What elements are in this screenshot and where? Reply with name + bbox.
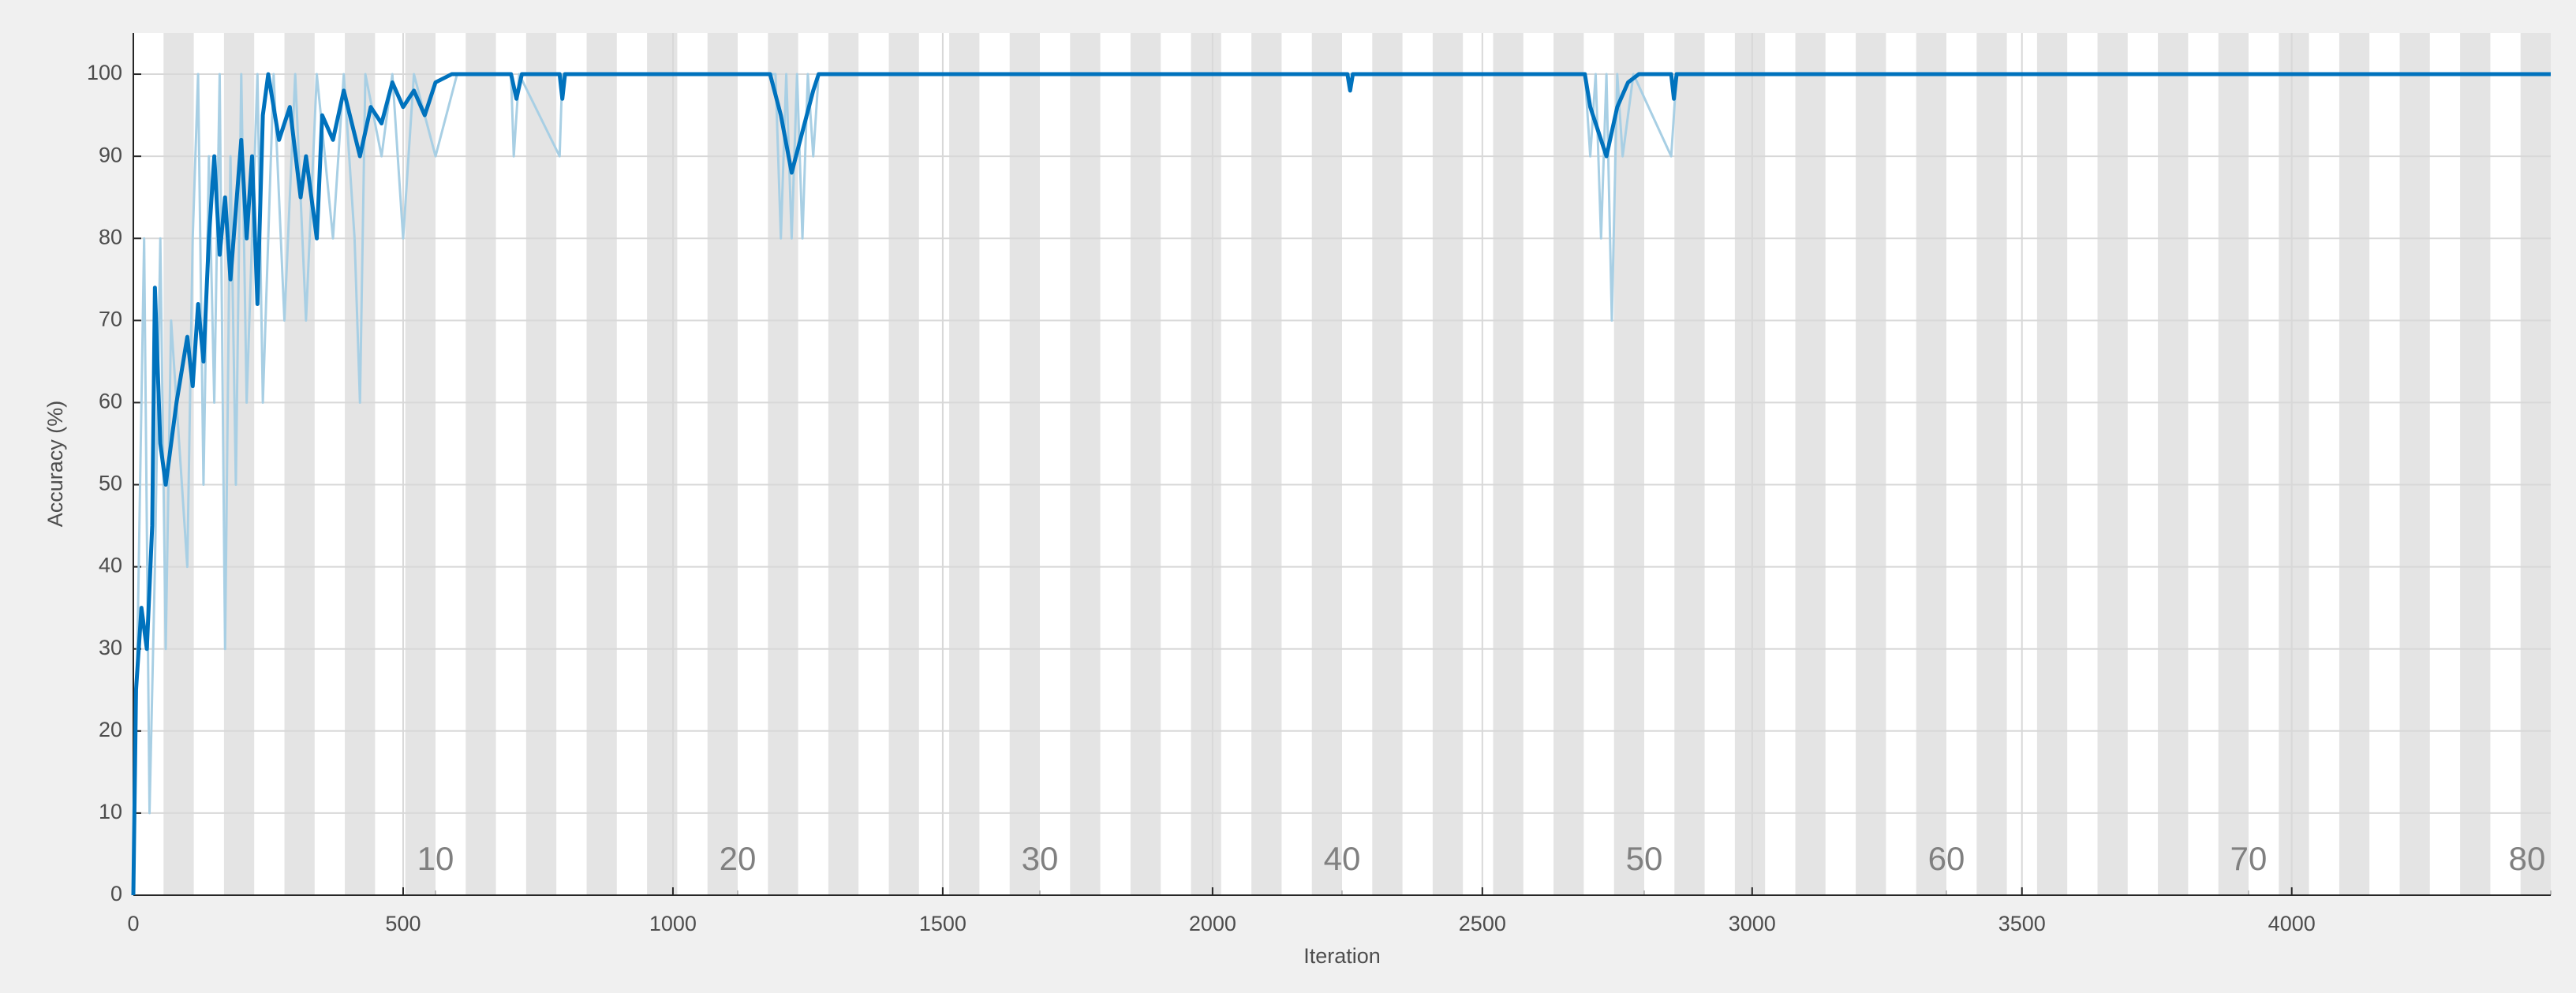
epoch-band bbox=[1916, 33, 1946, 895]
y-axis-label: Accuracy (%) bbox=[43, 401, 67, 528]
epoch-band bbox=[2399, 33, 2430, 895]
epoch-band bbox=[1856, 33, 1886, 895]
y-tick-label: 10 bbox=[99, 800, 122, 823]
y-tick-label: 60 bbox=[99, 390, 122, 413]
series-line bbox=[132, 73, 2551, 896]
epoch-band bbox=[1553, 33, 1584, 895]
x-tick-label: 4000 bbox=[2268, 912, 2316, 935]
epoch-band bbox=[1613, 33, 1644, 895]
y-tick-label: 0 bbox=[110, 882, 122, 905]
epoch-band bbox=[2158, 33, 2189, 895]
epoch-band bbox=[1130, 33, 1161, 895]
epoch-band bbox=[1976, 33, 2007, 895]
epoch-band bbox=[2218, 33, 2249, 895]
epoch-band bbox=[1493, 33, 1524, 895]
epoch-band bbox=[828, 33, 859, 895]
x-axis-label: Iteration bbox=[1303, 944, 1381, 968]
epoch-band bbox=[2097, 33, 2128, 895]
epoch-band bbox=[1191, 33, 1221, 895]
epoch-band bbox=[1251, 33, 1282, 895]
epoch-band bbox=[1372, 33, 1403, 895]
epoch-band bbox=[888, 33, 919, 895]
epoch-band bbox=[2036, 33, 2068, 895]
epoch-band bbox=[2339, 33, 2370, 895]
epoch-band bbox=[586, 33, 617, 895]
epoch-label: 30 bbox=[1022, 840, 1059, 877]
series-line bbox=[131, 72, 2551, 896]
epoch-label: 60 bbox=[1928, 840, 1965, 877]
y-tick-label: 80 bbox=[99, 225, 122, 248]
y-tick-label: 90 bbox=[99, 143, 122, 166]
epoch-band bbox=[525, 33, 557, 895]
y-tick-label: 20 bbox=[99, 718, 122, 741]
epoch-band bbox=[405, 33, 436, 895]
epoch-band bbox=[1795, 33, 1826, 895]
epoch-label: 80 bbox=[2509, 840, 2546, 877]
epoch-label: 10 bbox=[417, 840, 454, 877]
epoch-band bbox=[1674, 33, 1705, 895]
y-tick-label: 100 bbox=[87, 61, 122, 84]
epoch-band bbox=[2520, 33, 2551, 895]
y-tick-label: 50 bbox=[99, 472, 122, 495]
epoch-band bbox=[949, 33, 980, 895]
x-tick-label: 500 bbox=[385, 912, 421, 935]
x-tick-label: 2500 bbox=[1459, 912, 1506, 935]
y-tick-label: 30 bbox=[99, 636, 122, 659]
epoch-band bbox=[2460, 33, 2491, 895]
x-tick-label: 1000 bbox=[649, 912, 697, 935]
x-tick-label: 2000 bbox=[1189, 912, 1236, 935]
epoch-band bbox=[465, 33, 496, 895]
y-tick-label: 70 bbox=[99, 307, 122, 330]
epoch-band bbox=[1432, 33, 1464, 895]
epoch-band bbox=[707, 33, 738, 895]
epoch-band bbox=[2279, 33, 2309, 895]
x-tick-label: 1500 bbox=[919, 912, 966, 935]
lines bbox=[131, 72, 2551, 896]
epoch-band bbox=[1070, 33, 1101, 895]
epoch-band bbox=[1311, 33, 1342, 895]
epoch-label: 70 bbox=[2230, 840, 2268, 877]
epoch-label: 50 bbox=[1626, 840, 1663, 877]
bands: 10 20 30 40 50 60 70 80 bbox=[163, 33, 2552, 895]
y-tick-label: 40 bbox=[99, 554, 122, 577]
x-tick-label: 3000 bbox=[1729, 912, 1776, 935]
x-tick-label: 3500 bbox=[1998, 912, 2046, 935]
epoch-label: 20 bbox=[720, 840, 757, 877]
epoch-band bbox=[1009, 33, 1040, 895]
x-tick-label: 0 bbox=[127, 912, 139, 935]
epoch-band bbox=[1734, 33, 1766, 895]
epoch-label: 40 bbox=[1324, 840, 1361, 877]
